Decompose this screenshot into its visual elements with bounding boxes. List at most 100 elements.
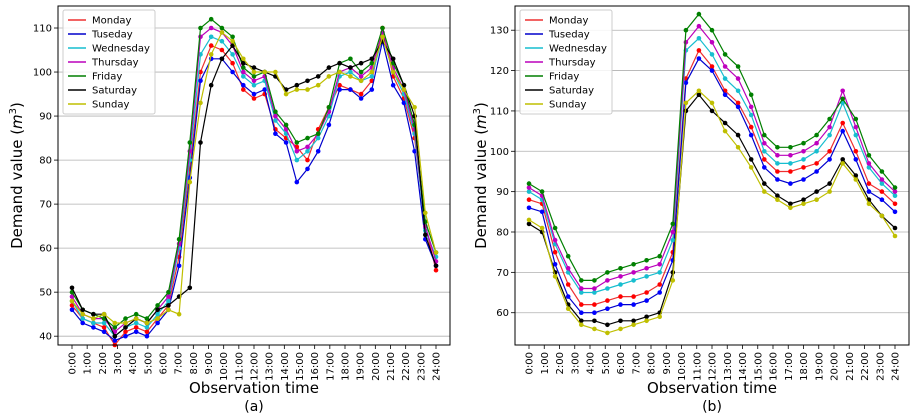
data-point-sunday xyxy=(631,322,636,328)
data-point-wednesday xyxy=(722,76,728,81)
data-point-wednesday xyxy=(827,132,832,138)
data-point-wednesday xyxy=(80,316,85,321)
legend-label-wednesday: Wednesday xyxy=(549,44,607,55)
data-point-tuseday xyxy=(241,82,246,88)
data-point-friday xyxy=(788,145,793,150)
data-point-sunday xyxy=(827,189,832,194)
y-tick-label: 60 xyxy=(496,308,509,319)
x-tick-label: 12:00 xyxy=(708,352,719,381)
data-point-monday xyxy=(230,60,235,66)
x-tick-label: 13:00 xyxy=(723,352,734,381)
x-tick-label: 19:00 xyxy=(814,352,825,381)
data-point-tuseday xyxy=(801,177,806,182)
data-point-tuseday xyxy=(605,306,610,312)
data-point-saturday xyxy=(390,56,396,62)
y-tick-label: 50 xyxy=(39,288,52,299)
data-point-thursday xyxy=(892,189,898,194)
data-point-wednesday xyxy=(735,88,741,94)
data-point-tuseday xyxy=(198,78,203,84)
x-tick-label: 10:00 xyxy=(219,352,230,381)
data-point-saturday xyxy=(748,157,754,162)
data-point-saturday xyxy=(605,322,610,328)
data-point-thursday xyxy=(631,270,636,275)
data-point-friday xyxy=(670,221,676,227)
data-point-wednesday xyxy=(618,282,623,287)
data-point-saturday xyxy=(198,140,203,145)
x-tick-label: 15:00 xyxy=(295,352,306,381)
data-point-tuseday xyxy=(565,294,571,299)
data-point-wednesday xyxy=(369,74,375,79)
x-tick-label: 5:00 xyxy=(601,352,612,374)
data-point-tuseday xyxy=(657,290,662,295)
data-point-monday xyxy=(358,91,364,97)
data-point-thursday xyxy=(748,104,754,110)
x-tick-label: 23:00 xyxy=(416,352,427,381)
data-point-friday xyxy=(166,289,171,295)
data-point-saturday xyxy=(123,325,128,330)
data-point-saturday xyxy=(735,132,741,138)
data-point-sunday xyxy=(101,311,107,317)
data-point-monday xyxy=(631,294,636,299)
data-point-tuseday xyxy=(123,333,128,339)
data-point-friday xyxy=(709,27,715,33)
data-point-thursday xyxy=(827,124,832,130)
data-point-friday xyxy=(631,262,636,267)
panel-label: (a) xyxy=(244,399,264,415)
data-point-sunday xyxy=(401,87,407,92)
data-point-monday xyxy=(305,157,310,163)
data-point-saturday xyxy=(722,120,728,126)
data-point-saturday xyxy=(69,285,75,291)
data-point-monday xyxy=(762,157,767,162)
data-point-wednesday xyxy=(605,286,610,291)
data-point-saturday xyxy=(840,157,845,162)
data-point-wednesday xyxy=(670,237,676,243)
y-tick-label: 110 xyxy=(33,24,52,35)
data-point-sunday xyxy=(696,88,702,94)
y-tick-label: 90 xyxy=(39,112,52,123)
data-point-friday xyxy=(526,181,532,186)
data-point-thursday xyxy=(69,294,75,299)
data-point-friday xyxy=(827,116,832,122)
data-point-sunday xyxy=(273,69,278,75)
data-point-thursday xyxy=(775,153,780,158)
data-point-wednesday xyxy=(315,135,321,141)
data-point-wednesday xyxy=(840,100,845,106)
data-point-monday xyxy=(644,290,649,295)
data-point-sunday xyxy=(80,311,85,317)
data-point-friday xyxy=(853,116,859,122)
data-point-tuseday xyxy=(315,149,321,154)
x-tick-label: 8:00 xyxy=(647,352,658,374)
data-point-wednesday xyxy=(526,189,532,194)
data-point-friday xyxy=(840,96,845,102)
x-tick-label: 8:00 xyxy=(189,352,200,374)
data-point-monday xyxy=(696,48,702,53)
y-axis-label-unit: m xyxy=(8,114,26,129)
data-point-wednesday xyxy=(219,38,225,44)
data-point-wednesday xyxy=(144,325,150,330)
data-point-sunday xyxy=(283,91,289,97)
y-tick-label: 120 xyxy=(490,66,509,77)
y-tick-label: 80 xyxy=(39,156,52,167)
data-point-tuseday xyxy=(294,179,300,185)
data-point-friday xyxy=(748,92,754,98)
data-point-wednesday xyxy=(251,82,257,88)
data-point-saturday xyxy=(112,333,118,339)
data-point-sunday xyxy=(358,78,364,84)
data-point-friday xyxy=(644,258,649,263)
x-tick-label: 15:00 xyxy=(753,352,764,381)
x-axis-label: Observation time xyxy=(647,379,777,397)
data-point-wednesday xyxy=(91,320,96,326)
data-point-friday xyxy=(187,140,193,145)
data-point-sunday xyxy=(390,69,396,75)
data-point-sunday xyxy=(69,298,75,304)
data-point-friday xyxy=(123,316,128,321)
data-point-wednesday xyxy=(101,320,107,326)
data-point-friday xyxy=(219,25,225,31)
data-point-thursday xyxy=(579,286,584,291)
data-point-saturday xyxy=(644,314,649,320)
data-point-thursday xyxy=(358,74,364,79)
data-point-sunday xyxy=(91,316,96,321)
data-point-sunday xyxy=(315,82,321,88)
data-point-thursday xyxy=(866,161,872,166)
